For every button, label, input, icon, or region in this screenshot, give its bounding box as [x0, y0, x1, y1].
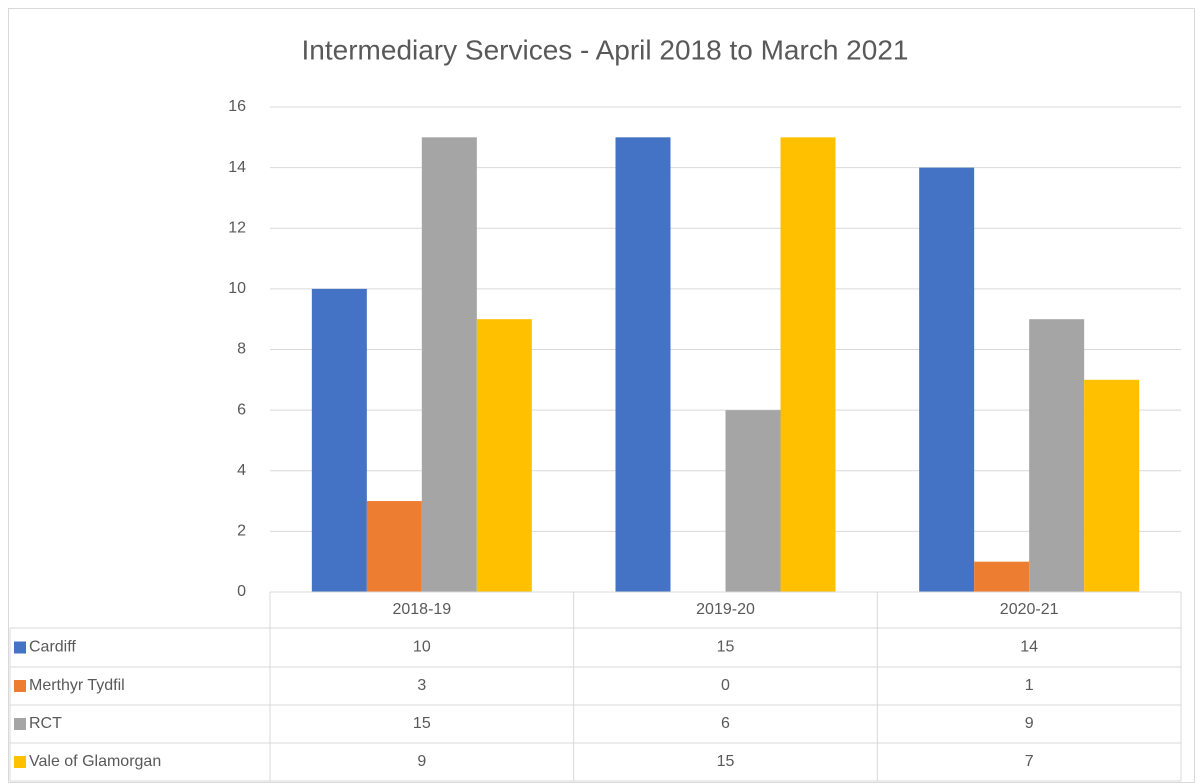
table-value: 9: [417, 753, 426, 770]
bar: [780, 137, 836, 592]
bar: [919, 167, 975, 592]
legend-label: Vale of Glamorgan: [29, 753, 161, 770]
legend-label: Cardiff: [29, 639, 76, 656]
bar: [421, 137, 477, 592]
table-value: 0: [721, 677, 730, 694]
y-tick-label: 14: [228, 159, 246, 176]
y-tick-label: 12: [228, 219, 246, 236]
y-tick-label: 2: [237, 523, 246, 540]
table-value: 9: [1025, 715, 1034, 732]
y-tick-label: 6: [237, 401, 246, 418]
bar: [615, 137, 671, 592]
table-value: 15: [717, 753, 735, 770]
x-tick-label: 2020-21: [1000, 601, 1059, 618]
table-value: 14: [1020, 639, 1038, 656]
legend-key: [14, 641, 26, 654]
table-value: 6: [721, 715, 730, 732]
chart-title: Intermediary Services - April 2018 to Ma…: [302, 34, 909, 65]
table-value: 15: [717, 639, 735, 656]
legend-key: [14, 718, 26, 730]
table-value: 3: [417, 677, 426, 694]
table-value: 10: [413, 639, 431, 656]
x-tick-label: 2018-19: [392, 601, 451, 618]
bar: [725, 410, 781, 592]
bar: [311, 288, 367, 592]
legend-key: [14, 680, 26, 692]
y-tick-label: 4: [237, 462, 246, 479]
y-tick-label: 16: [228, 98, 246, 115]
legend-label: RCT: [29, 715, 62, 732]
y-tick-label: 0: [237, 583, 246, 600]
chart-border: [8, 8, 1195, 783]
table-value: 1: [1025, 677, 1034, 694]
bar: [476, 319, 532, 592]
table-value: 15: [413, 715, 431, 732]
x-tick-label: 2019-20: [696, 601, 755, 618]
table-value: 7: [1025, 753, 1034, 770]
bar: [366, 501, 422, 592]
bar: [974, 561, 1030, 592]
legend-label: Merthyr Tydfil: [29, 677, 125, 694]
y-tick-label: 10: [228, 280, 246, 297]
bar: [1029, 319, 1085, 592]
legend-key: [14, 756, 26, 768]
bar: [1084, 379, 1140, 592]
y-tick-label: 8: [237, 341, 246, 358]
